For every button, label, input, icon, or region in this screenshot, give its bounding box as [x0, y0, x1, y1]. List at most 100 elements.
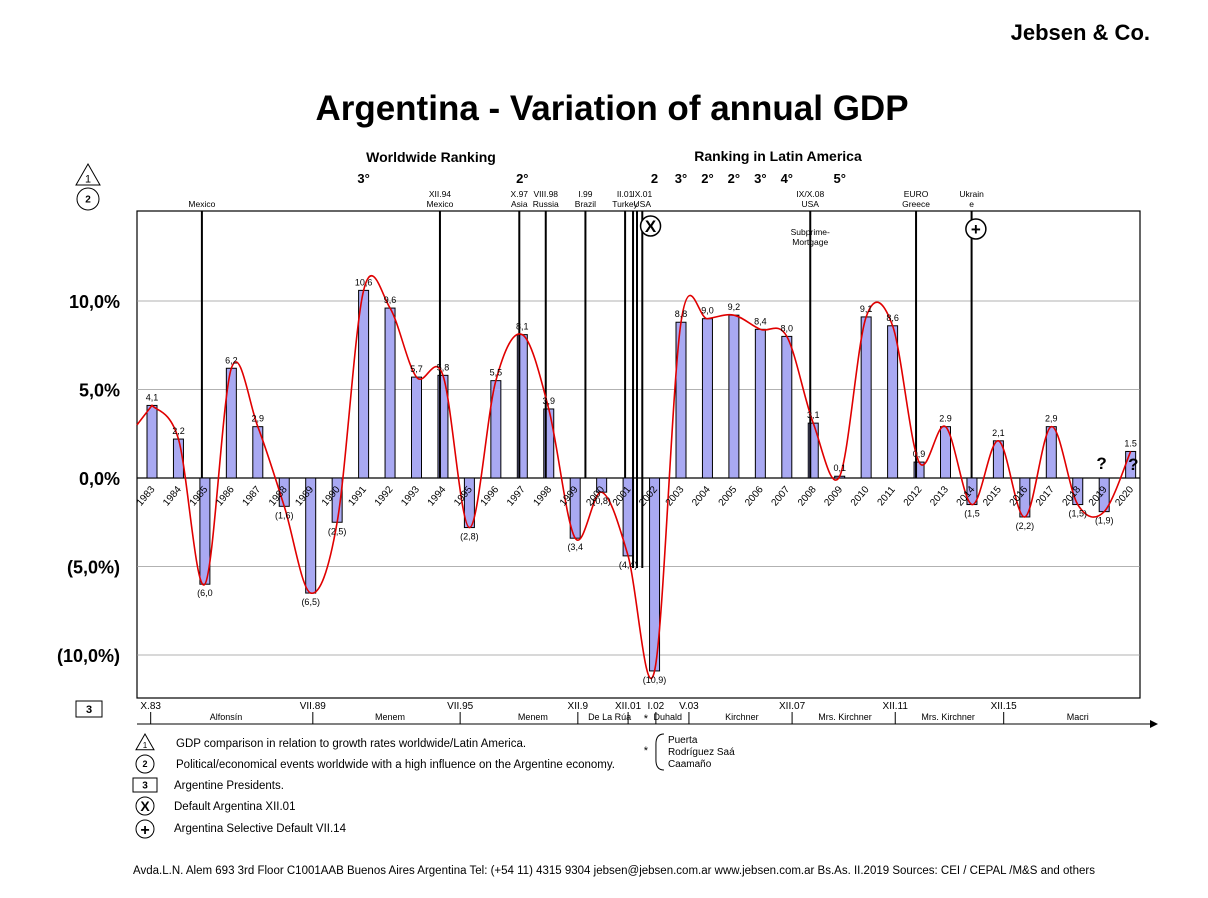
president-name: Kirchner — [725, 712, 759, 722]
event-label: Russia — [533, 199, 559, 209]
president-name: Macri — [1067, 712, 1089, 722]
interim-star: * — [644, 713, 649, 725]
value-label: (3,4 — [567, 542, 583, 552]
worldwide-ranking-header: Worldwide Ranking — [366, 149, 496, 165]
president-name: De La Rúa — [588, 712, 631, 722]
event-label: XII.94 — [429, 189, 451, 199]
value-label: 0,9 — [913, 449, 926, 459]
marker-number: 2 — [85, 195, 91, 206]
value-label: 9,2 — [728, 302, 741, 312]
value-label: 8,0 — [781, 323, 794, 333]
value-label: 3,9 — [542, 396, 555, 406]
x-tick-label: 2004 — [690, 484, 713, 508]
value-label: 2,9 — [1045, 414, 1058, 424]
marker-number: 1 — [143, 741, 148, 750]
legend-text: Political/economical events worldwide wi… — [176, 759, 615, 771]
value-label: 8,6 — [886, 313, 899, 323]
timeline-date: V.03 — [679, 701, 699, 712]
value-label: 9,1 — [860, 304, 873, 314]
ranking-label: 3° — [357, 171, 369, 186]
y-tick-label: 5,0% — [79, 381, 120, 401]
value-label: (1,5) — [1068, 509, 1087, 519]
event-label: Ukrain — [959, 189, 984, 199]
value-label: 6,2 — [225, 355, 238, 365]
value-label: (2,8) — [460, 532, 479, 542]
event-label: e — [969, 199, 974, 209]
bar-2003 — [675, 321, 687, 479]
value-label: (6,0 — [197, 588, 213, 598]
circle-marker-icon — [135, 819, 155, 839]
value-label: 1.5 — [1124, 438, 1137, 448]
event-label: Asia — [511, 199, 528, 209]
timeline-date: VII.95 — [447, 701, 474, 712]
value-label: 2.9 — [939, 414, 952, 424]
timeline-date: XII.07 — [779, 701, 806, 712]
timeline-date: XII.15 — [991, 701, 1018, 712]
value-label: 3,1 — [807, 410, 820, 420]
interim-bracket — [655, 733, 664, 771]
value-label: 0,1 — [833, 463, 846, 473]
value-label: 8,8 — [675, 309, 688, 319]
president-name: Mrs. Kirchner — [921, 712, 975, 722]
president-name: Menem — [518, 712, 548, 722]
square-marker-icon — [75, 700, 103, 718]
y-tick-label: 10,0% — [69, 292, 120, 312]
bar-1993 — [411, 376, 422, 479]
x-tick-label: 2012 — [902, 484, 925, 508]
triangle-marker-icon — [135, 732, 155, 751]
president-name: Alfonsín — [210, 712, 243, 722]
bar-1983 — [146, 404, 158, 479]
timeline-date: XII.11 — [883, 701, 909, 712]
value-label: (1,5 — [964, 509, 980, 519]
value-label: (4,4) — [619, 560, 638, 570]
brand-name: Jebsen & Co. — [1011, 20, 1150, 45]
x-tick-label: 1984 — [161, 484, 184, 508]
timeline-date: XII.01 — [615, 701, 642, 712]
x-tick-label: 2005 — [717, 484, 740, 508]
value-label: (6,5) — [301, 597, 320, 607]
marker-number: 2 — [142, 759, 147, 769]
timeline-date: X.83 — [140, 701, 161, 712]
event-label: Turkey — [612, 199, 638, 209]
x-tick-label: 1994 — [426, 484, 449, 508]
interim-president: Caamaño — [668, 759, 712, 770]
timeline-date: I.02 — [648, 701, 665, 712]
value-labels: 4,1 2,2 (6,0 6,2 2,9 (1,6) (6,5) (2,5) 10,6 9,6 5,… — [146, 277, 1139, 685]
legend-text: Argentine Presidents. — [174, 780, 284, 792]
marker-number: 3 — [142, 781, 148, 792]
chart-title: Argentina - Variation of annual GDP — [315, 89, 908, 128]
value-label: 10,6 — [355, 277, 373, 287]
question-mark: ? — [1128, 455, 1138, 474]
value-label: 5,5 — [490, 368, 503, 378]
x-tick-label: 2007 — [770, 484, 793, 508]
event-label: USA — [802, 199, 820, 209]
x-tick-label: 1991 — [346, 484, 369, 508]
event-label: EURO — [904, 189, 929, 199]
value-label: 8,1 — [516, 322, 529, 332]
timeline-date: VII.89 — [300, 701, 327, 712]
value-label: 8,4 — [754, 316, 767, 326]
x-tick-label: 2017 — [1034, 484, 1057, 508]
subprime-annotation: Mortgage — [792, 237, 828, 247]
bar-2005 — [728, 314, 740, 479]
x-tick-label: 2013 — [928, 484, 951, 508]
event-label: Greece — [902, 199, 930, 209]
bar-2007 — [781, 335, 793, 479]
x-tick-label: 1993 — [399, 484, 422, 508]
x-tick-label: 2008 — [796, 484, 819, 508]
marker-number: 3 — [86, 704, 92, 716]
ranking-label: 2° — [701, 171, 713, 186]
event-label: USA — [634, 199, 652, 209]
president-name: Duhald — [654, 712, 683, 722]
bar-2010 — [860, 316, 872, 479]
ranking-label: 5° — [833, 171, 845, 186]
plot-frame — [136, 210, 1141, 699]
ranking-label: 4° — [781, 171, 793, 186]
marker-number: + — [140, 822, 149, 839]
value-label: (2,5) — [328, 526, 347, 536]
row-markers: 1 2 3 — [75, 162, 103, 718]
event-label: Mexico — [188, 199, 215, 209]
value-label: 4,1 — [146, 392, 159, 402]
bar-2004 — [701, 318, 713, 479]
